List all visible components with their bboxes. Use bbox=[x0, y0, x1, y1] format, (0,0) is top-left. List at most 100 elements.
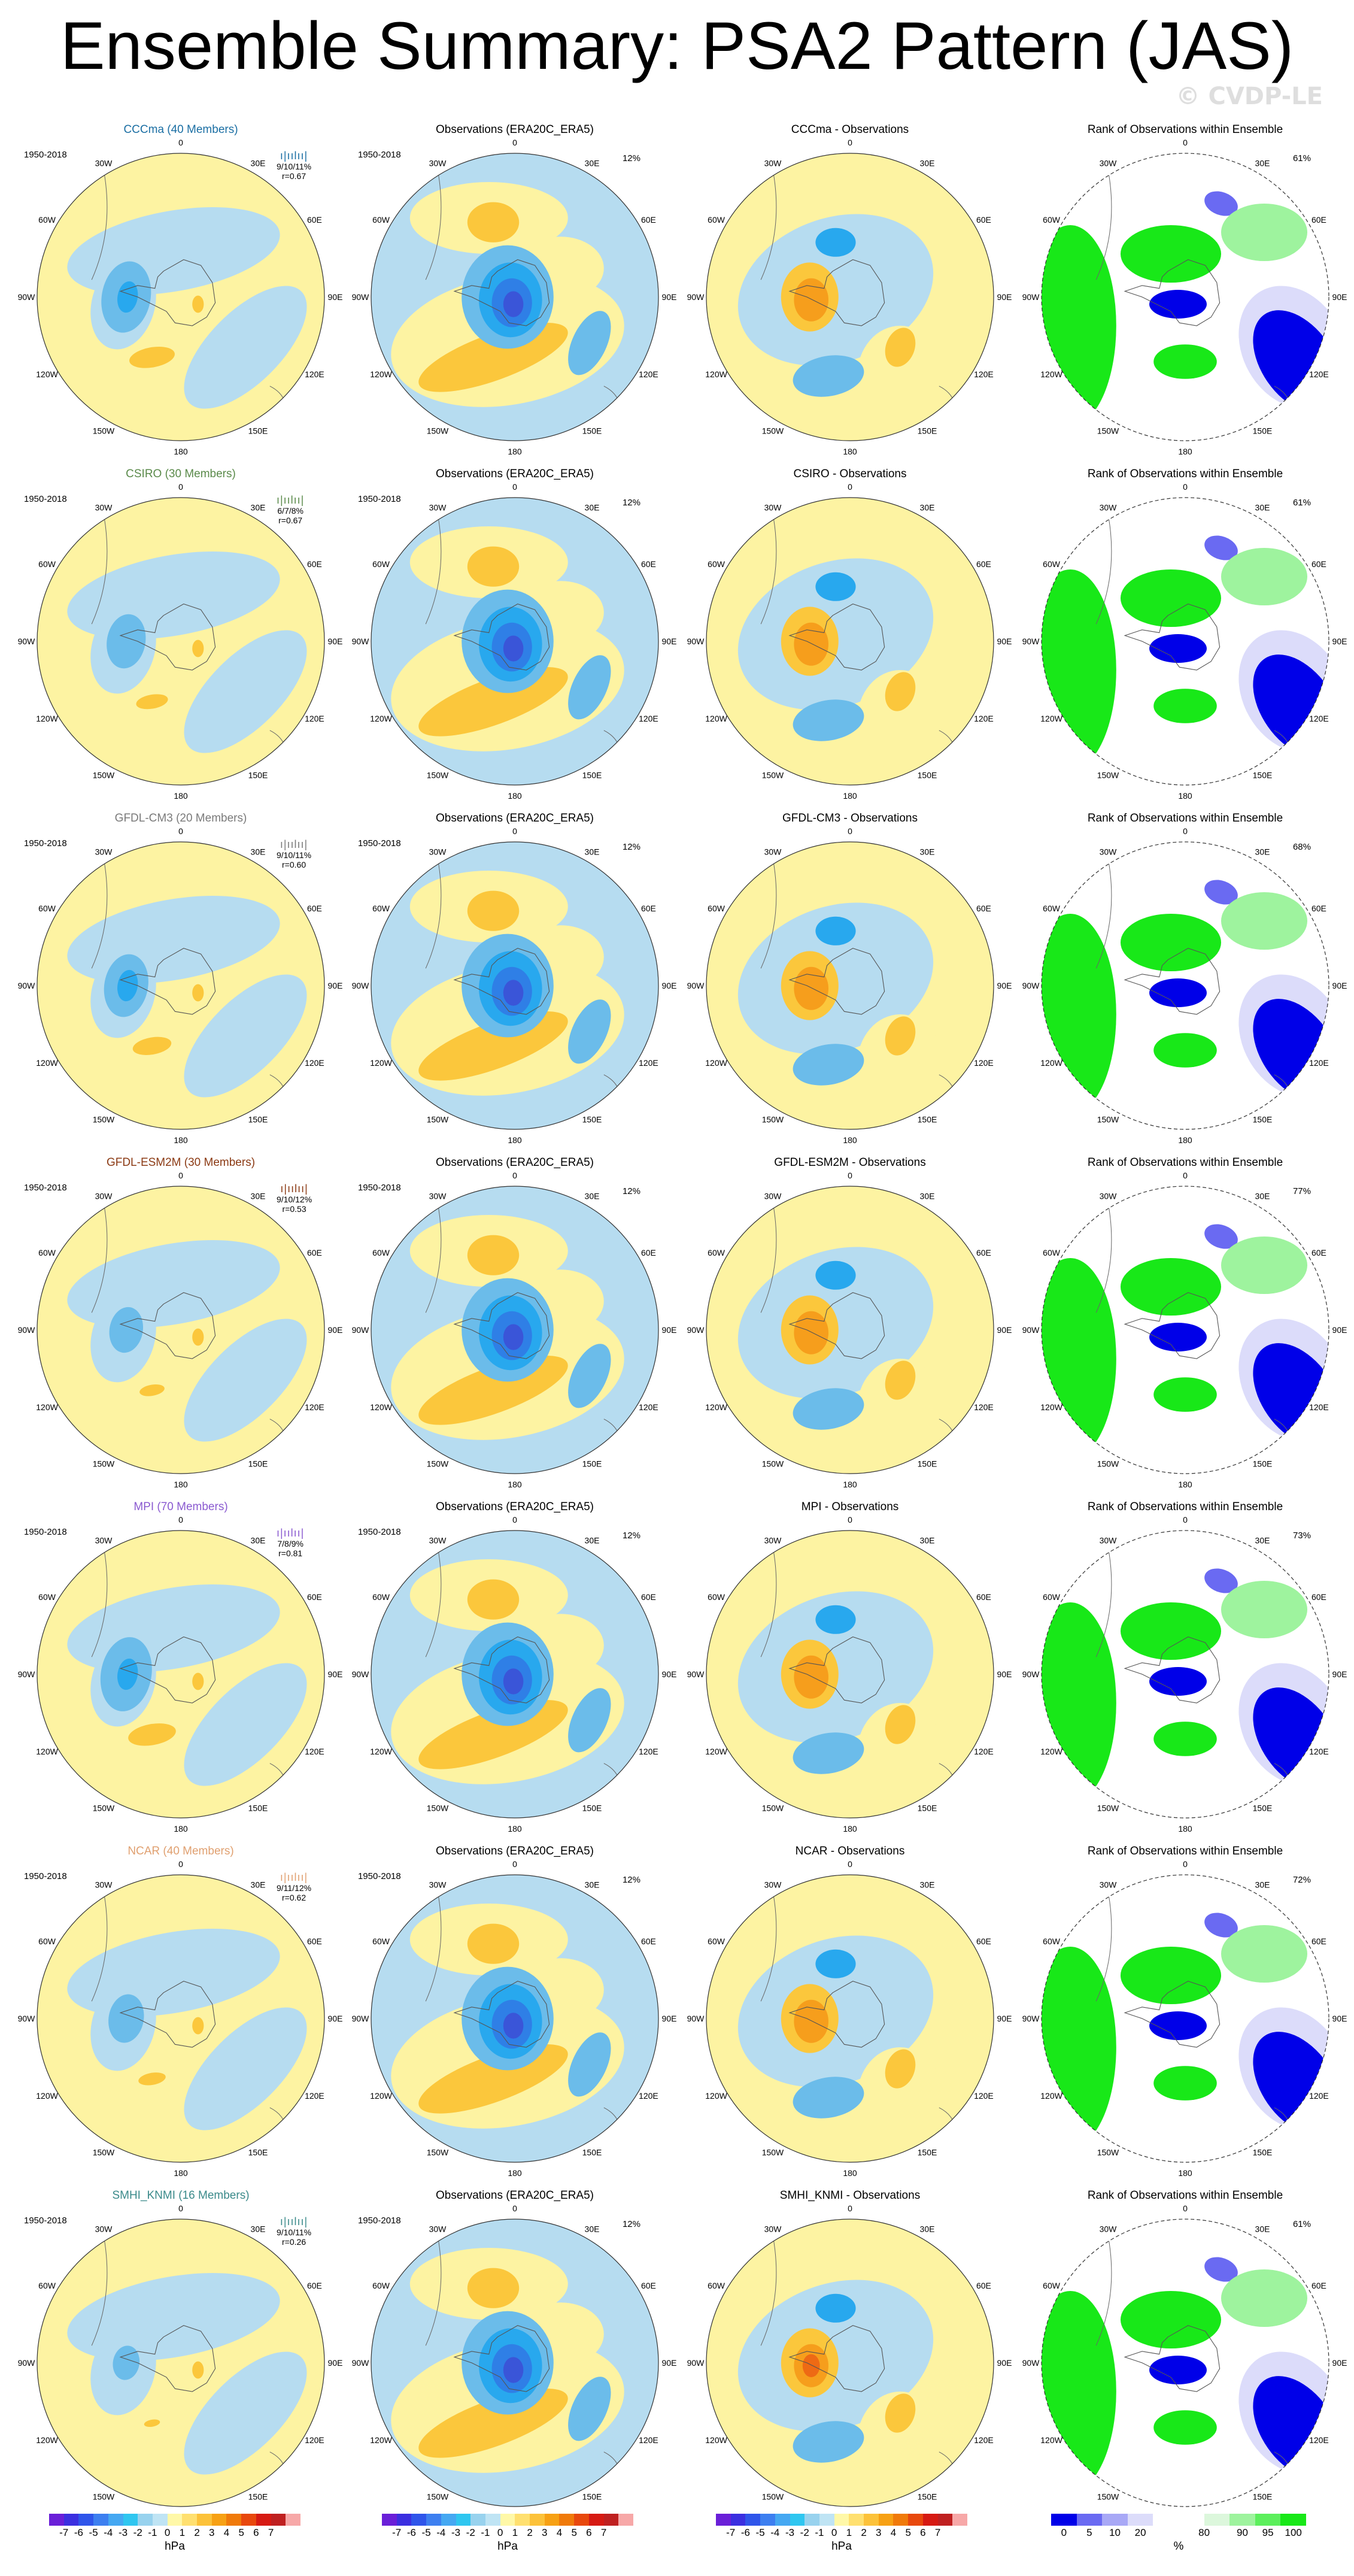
longitude-label: 30E bbox=[920, 1536, 935, 1545]
colorbar-tick-label: 3 bbox=[542, 2527, 548, 2538]
longitude-label: 150E bbox=[918, 426, 937, 435]
colorbar-swatch bbox=[182, 2514, 198, 2526]
longitude-label: 150E bbox=[248, 2147, 268, 2157]
longitude-label: 180 bbox=[843, 1824, 857, 1833]
colorbar-swatch bbox=[834, 2514, 849, 2526]
longitude-label: 120E bbox=[1309, 1402, 1329, 1412]
longitude-label: 120E bbox=[1309, 2091, 1329, 2101]
longitude-label: 60W bbox=[38, 2281, 56, 2290]
longitude-label: 120W bbox=[1040, 2091, 1062, 2101]
longitude-label: 0 bbox=[178, 826, 183, 836]
colorbar-tick-label: 100 bbox=[1285, 2527, 1302, 2538]
obs-map-panel: 030E60E90E120E150E180150W120W90W60W30WOb… bbox=[347, 2178, 682, 2523]
colorbar-unit: % bbox=[1173, 2540, 1184, 2553]
longitude-label: 180 bbox=[1178, 1480, 1192, 1489]
longitude-label: 90W bbox=[352, 2014, 370, 2023]
ensemble-stats: ı|ıılıı| 9/10/11% r=0.26 bbox=[277, 2216, 311, 2247]
colorbar-tick-label: 2 bbox=[861, 2527, 867, 2538]
stat-percent: 7/8/9% bbox=[277, 1539, 303, 1548]
colorbar-unit: hPa bbox=[165, 2540, 185, 2553]
longitude-label: 90W bbox=[352, 2358, 370, 2368]
colorbar-tick-label: -1 bbox=[815, 2527, 824, 2538]
polar-map: 0 30E 60E 90E 120E 150E 180 150W 120W 90W 60W 30W bbox=[1022, 1515, 1347, 1833]
longitude-label: 30E bbox=[585, 1536, 600, 1545]
diff-map-panel: 0 30E 60E 90E 120E 150E 180 150W 120W 90W 60W 30W GF… bbox=[682, 801, 1018, 1145]
longitude-label: 180 bbox=[508, 791, 522, 801]
obs-title: Observations (ERA20C_ERA5) bbox=[436, 468, 594, 480]
colorbar-diff: -7 -6 -5 -4 -3 -2 -1 0 1 2 3 4 5 6 7 hPa bbox=[716, 2514, 967, 2574]
colorbar-swatch bbox=[775, 2514, 790, 2526]
longitude-label: 150E bbox=[248, 770, 268, 780]
longitude-label: 0 bbox=[512, 482, 517, 492]
rank-title: Rank of Observations within Ensemble bbox=[1087, 2189, 1283, 2202]
polar-map: 0 30E 60E 90E 120E 150E 180 150W 120W 90W 60W 30W bbox=[18, 482, 343, 801]
colorbar-swatch bbox=[396, 2514, 412, 2526]
longitude-label: 30E bbox=[1255, 1192, 1270, 1201]
colorbar-swatch bbox=[1204, 2514, 1230, 2526]
diff-title: GFDL-ESM2M - Observations bbox=[774, 1156, 926, 1169]
longitude-label: 120W bbox=[370, 2091, 392, 2101]
diff-map-panel: 0 30E 60E 90E 120E 150E 180 150W 120W 90W 60W 30W CS… bbox=[682, 457, 1018, 801]
longitude-label: 0 bbox=[848, 1859, 852, 1869]
diff-title: SMHI_KNMI - Observations bbox=[779, 2189, 921, 2202]
colorbar-tick-label: -2 bbox=[466, 2527, 475, 2538]
colorbar-tick-label: 3 bbox=[876, 2527, 882, 2538]
colorbar-tick-label: -7 bbox=[392, 2527, 402, 2538]
longitude-label: 60W bbox=[1043, 559, 1061, 569]
diff-map-panel: 0 30E 60E 90E 120E 150E 180 150W 120W 90W 60W 30W MP… bbox=[682, 1490, 1018, 1834]
longitude-label: 150E bbox=[582, 2492, 602, 2501]
colorbar-swatch bbox=[574, 2514, 589, 2526]
colorbar-tick-label: -1 bbox=[481, 2527, 490, 2538]
colorbar-tick-label: 0 bbox=[831, 2527, 837, 2538]
longitude-label: 120W bbox=[705, 1747, 727, 1756]
longitude-label: 120W bbox=[705, 1402, 727, 1412]
longitude-label: 120W bbox=[705, 714, 727, 723]
longitude-label: 90W bbox=[687, 2358, 705, 2368]
longitude-label: 150E bbox=[248, 2492, 268, 2501]
longitude-label: 120W bbox=[36, 714, 58, 723]
longitude-label: 60E bbox=[307, 559, 322, 569]
longitude-label: 150W bbox=[762, 1114, 784, 1124]
colorbar-tick-label: 95 bbox=[1262, 2527, 1274, 2538]
colorbar-tick-label: -2 bbox=[133, 2527, 142, 2538]
longitude-label: 120E bbox=[974, 714, 994, 723]
longitude-label: 90E bbox=[997, 637, 1012, 646]
longitude-label: 180 bbox=[843, 1135, 857, 1145]
longitude-label: 180 bbox=[1178, 1135, 1192, 1145]
stat-percent: 9/10/11% bbox=[277, 162, 312, 171]
longitude-label: 120W bbox=[705, 369, 727, 379]
longitude-label: 60E bbox=[976, 1248, 991, 1257]
longitude-label: 180 bbox=[508, 447, 522, 456]
longitude-label: 30W bbox=[429, 503, 447, 513]
longitude-label: 0 bbox=[512, 1171, 517, 1180]
colorbar-unit: hPa bbox=[497, 2540, 518, 2553]
longitude-label: 30E bbox=[251, 1192, 266, 1201]
ensemble-spread-icon: ı|ıılıı| bbox=[280, 2216, 308, 2228]
longitude-label: 60E bbox=[976, 215, 991, 225]
longitude-label: 30E bbox=[1255, 1880, 1270, 1890]
diff-title: GFDL-CM3 - Observations bbox=[782, 812, 918, 825]
longitude-label: 120W bbox=[370, 1747, 392, 1756]
colorbar-swatch bbox=[1178, 2514, 1204, 2526]
model-title: GFDL-ESM2M (30 Members) bbox=[106, 1156, 256, 1169]
colorbar-swatch bbox=[241, 2514, 256, 2526]
longitude-label: 30E bbox=[251, 847, 266, 857]
longitude-label: 0 bbox=[1183, 1171, 1188, 1180]
longitude-label: 180 bbox=[174, 2168, 188, 2178]
colorbar-tick-label: -1 bbox=[148, 2527, 157, 2538]
longitude-label: 150W bbox=[93, 2147, 115, 2157]
period-label: 1950-2018 bbox=[358, 2216, 401, 2226]
longitude-label: 60E bbox=[307, 904, 322, 913]
longitude-label: 60E bbox=[1312, 559, 1326, 569]
diff-title: CCCma - Observations bbox=[791, 123, 909, 136]
longitude-label: 30E bbox=[251, 503, 266, 513]
colorbar-swatch bbox=[804, 2514, 819, 2526]
colorbar-swatch bbox=[1255, 2514, 1281, 2526]
colorbar-swatches bbox=[716, 2514, 967, 2526]
longitude-label: 150E bbox=[582, 1459, 602, 1468]
rank-map-panel: 0 30E 60E 90E 120E 150E 180 150W 120W 90W 60W 30W Ra… bbox=[1018, 113, 1353, 457]
longitude-label: 30E bbox=[585, 2225, 600, 2234]
longitude-label: 150E bbox=[248, 1114, 268, 1124]
longitude-label: 120W bbox=[36, 2435, 58, 2445]
